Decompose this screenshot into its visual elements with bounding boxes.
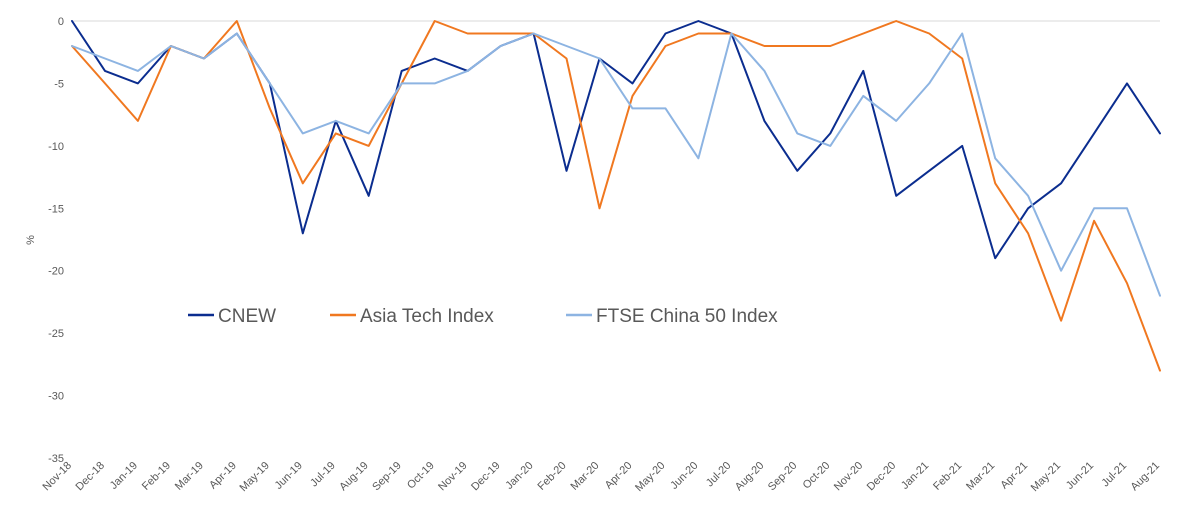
x-tick-label: Feb-19 bbox=[140, 460, 173, 493]
y-axis-label: % bbox=[25, 235, 37, 245]
x-tick-label: Jun-20 bbox=[668, 460, 700, 492]
y-tick-label: -10 bbox=[48, 141, 64, 153]
x-tick-label: May-20 bbox=[633, 460, 667, 494]
x-tick-label: Feb-20 bbox=[536, 460, 569, 493]
x-tick-label: Apr-21 bbox=[998, 460, 1030, 492]
x-tick-label: Dec-20 bbox=[865, 460, 899, 494]
x-tick-label: Mar-19 bbox=[173, 460, 206, 493]
x-tick-label: Oct-19 bbox=[405, 460, 437, 492]
x-tick-label: May-19 bbox=[238, 460, 272, 494]
y-tick-label: -20 bbox=[48, 266, 64, 278]
y-tick-label: -5 bbox=[54, 78, 64, 90]
x-tick-label: Nov-20 bbox=[832, 460, 866, 494]
x-tick-label: Sep-19 bbox=[370, 460, 404, 494]
x-tick-label: Mar-21 bbox=[964, 460, 997, 493]
y-tick-label: -35 bbox=[48, 453, 64, 465]
x-tick-label: Apr-19 bbox=[207, 460, 239, 492]
x-tick-label: Dec-18 bbox=[74, 460, 108, 494]
legend-label: Asia Tech Index bbox=[360, 306, 494, 327]
y-tick-label: -25 bbox=[48, 328, 64, 340]
x-tick-label: Jan-19 bbox=[108, 460, 140, 492]
series-line-2 bbox=[71, 32, 1161, 297]
y-tick-label: -15 bbox=[48, 203, 64, 215]
x-tick-label: Aug-20 bbox=[733, 460, 767, 494]
x-tick-label: Jan-21 bbox=[899, 460, 931, 492]
x-tick-label: Sep-20 bbox=[766, 460, 800, 494]
series-line-0 bbox=[71, 20, 1161, 260]
legend-label: CNEW bbox=[218, 306, 276, 327]
x-tick-label: Jul-20 bbox=[704, 460, 734, 490]
x-tick-label: Apr-20 bbox=[603, 460, 635, 492]
legend-label: FTSE China 50 Index bbox=[596, 306, 778, 327]
x-tick-label: Jan-20 bbox=[503, 460, 535, 492]
x-tick-label: Mar-20 bbox=[569, 460, 602, 493]
x-tick-label: Jul-19 bbox=[308, 460, 338, 490]
x-tick-label: Jun-21 bbox=[1064, 460, 1096, 492]
x-tick-label: Nov-19 bbox=[436, 460, 470, 494]
x-tick-label: Aug-21 bbox=[1129, 460, 1163, 494]
x-tick-label: Aug-19 bbox=[337, 460, 371, 494]
y-tick-label: -30 bbox=[48, 391, 64, 403]
y-tick-label: 0 bbox=[58, 16, 64, 28]
x-tick-label: Jul-21 bbox=[1099, 460, 1129, 490]
x-tick-label: Oct-20 bbox=[801, 460, 833, 492]
x-tick-label: Jun-19 bbox=[273, 460, 305, 492]
x-tick-label: May-21 bbox=[1029, 460, 1063, 494]
x-tick-label: Feb-21 bbox=[931, 460, 964, 493]
x-tick-label: Dec-19 bbox=[469, 460, 503, 494]
series-line-1 bbox=[71, 20, 1161, 372]
